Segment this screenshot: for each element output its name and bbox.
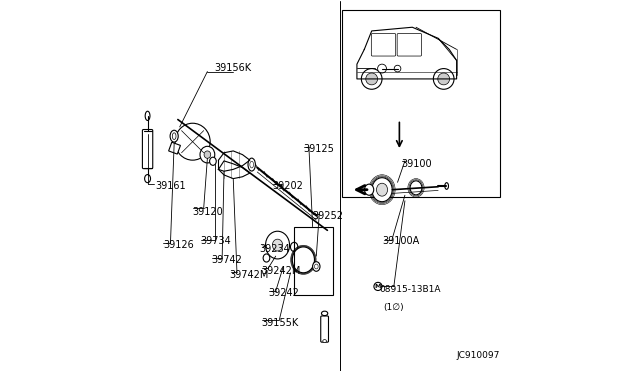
Text: 08915-13B1A: 08915-13B1A (379, 285, 440, 294)
FancyBboxPatch shape (371, 33, 396, 56)
Text: 39161: 39161 (156, 181, 186, 191)
Circle shape (366, 73, 378, 85)
Text: 39126: 39126 (163, 240, 194, 250)
Ellipse shape (250, 161, 253, 168)
Circle shape (374, 282, 382, 291)
FancyBboxPatch shape (143, 129, 153, 169)
Ellipse shape (291, 242, 298, 251)
Text: 39742M: 39742M (230, 270, 269, 280)
Text: 39242M: 39242M (261, 266, 300, 276)
Text: 39125: 39125 (303, 144, 334, 154)
Bar (342, 10, 500, 197)
Bar (168, 142, 180, 154)
Ellipse shape (200, 146, 215, 163)
Ellipse shape (372, 178, 392, 202)
Ellipse shape (410, 181, 422, 195)
Ellipse shape (312, 262, 320, 271)
Ellipse shape (145, 111, 150, 121)
Text: 39100: 39100 (401, 159, 432, 169)
Circle shape (362, 68, 382, 89)
Ellipse shape (263, 254, 270, 262)
Text: JC910097: JC910097 (456, 351, 500, 360)
Ellipse shape (145, 174, 150, 183)
Text: 39100A: 39100A (383, 236, 420, 246)
Ellipse shape (170, 130, 178, 142)
FancyBboxPatch shape (321, 316, 328, 342)
Ellipse shape (248, 158, 255, 171)
Text: 39202: 39202 (272, 181, 303, 191)
FancyBboxPatch shape (397, 33, 422, 56)
Ellipse shape (321, 311, 328, 315)
Text: 39155K: 39155K (261, 318, 298, 328)
Bar (294, 227, 333, 295)
Ellipse shape (292, 247, 314, 273)
Text: 39252: 39252 (312, 211, 344, 221)
Text: 39742: 39742 (211, 255, 242, 265)
Ellipse shape (376, 183, 388, 196)
Text: (1∅): (1∅) (383, 303, 403, 312)
Ellipse shape (445, 183, 449, 189)
Ellipse shape (314, 264, 318, 269)
Circle shape (378, 64, 387, 73)
Circle shape (433, 68, 454, 89)
Ellipse shape (365, 184, 374, 195)
Ellipse shape (323, 340, 326, 343)
Circle shape (394, 65, 401, 72)
Ellipse shape (273, 239, 283, 251)
Ellipse shape (266, 231, 289, 259)
Ellipse shape (210, 157, 216, 165)
Text: 39242: 39242 (268, 288, 299, 298)
Text: 39156K: 39156K (215, 63, 252, 73)
Ellipse shape (175, 123, 210, 160)
Circle shape (438, 73, 449, 85)
Text: M: M (375, 284, 381, 289)
Text: 39734: 39734 (200, 236, 231, 246)
Text: 39234: 39234 (259, 244, 290, 254)
Text: 39120: 39120 (193, 207, 223, 217)
Ellipse shape (204, 151, 211, 158)
Ellipse shape (172, 133, 176, 140)
